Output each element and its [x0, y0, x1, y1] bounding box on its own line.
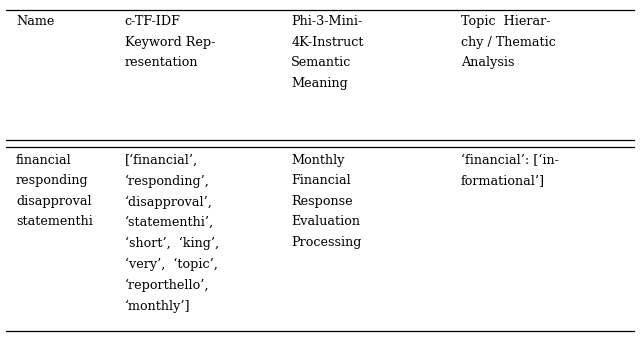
Text: Name: Name [16, 15, 54, 28]
Text: Topic  Hierar-
chy / Thematic
Analysis: Topic Hierar- chy / Thematic Analysis [461, 15, 556, 69]
Text: Monthly
Financial
Response
Evaluation
Processing: Monthly Financial Response Evaluation Pr… [291, 154, 362, 249]
Text: [‘financial’,
‘responding’,
‘disapproval’,
‘statementhi’,
‘short’,  ‘king’,
‘ver: [‘financial’, ‘responding’, ‘disapproval… [125, 154, 219, 313]
Text: ‘financial’: [‘in-
formational’]: ‘financial’: [‘in- formational’] [461, 154, 559, 187]
Text: Phi-3-Mini-
4K-Instruct
Semantic
Meaning: Phi-3-Mini- 4K-Instruct Semantic Meaning [291, 15, 364, 90]
Text: c-TF-IDF
Keyword Rep-
resentation: c-TF-IDF Keyword Rep- resentation [125, 15, 215, 69]
Text: financial
responding
disapproval
statementhi: financial responding disapproval stateme… [16, 154, 93, 228]
